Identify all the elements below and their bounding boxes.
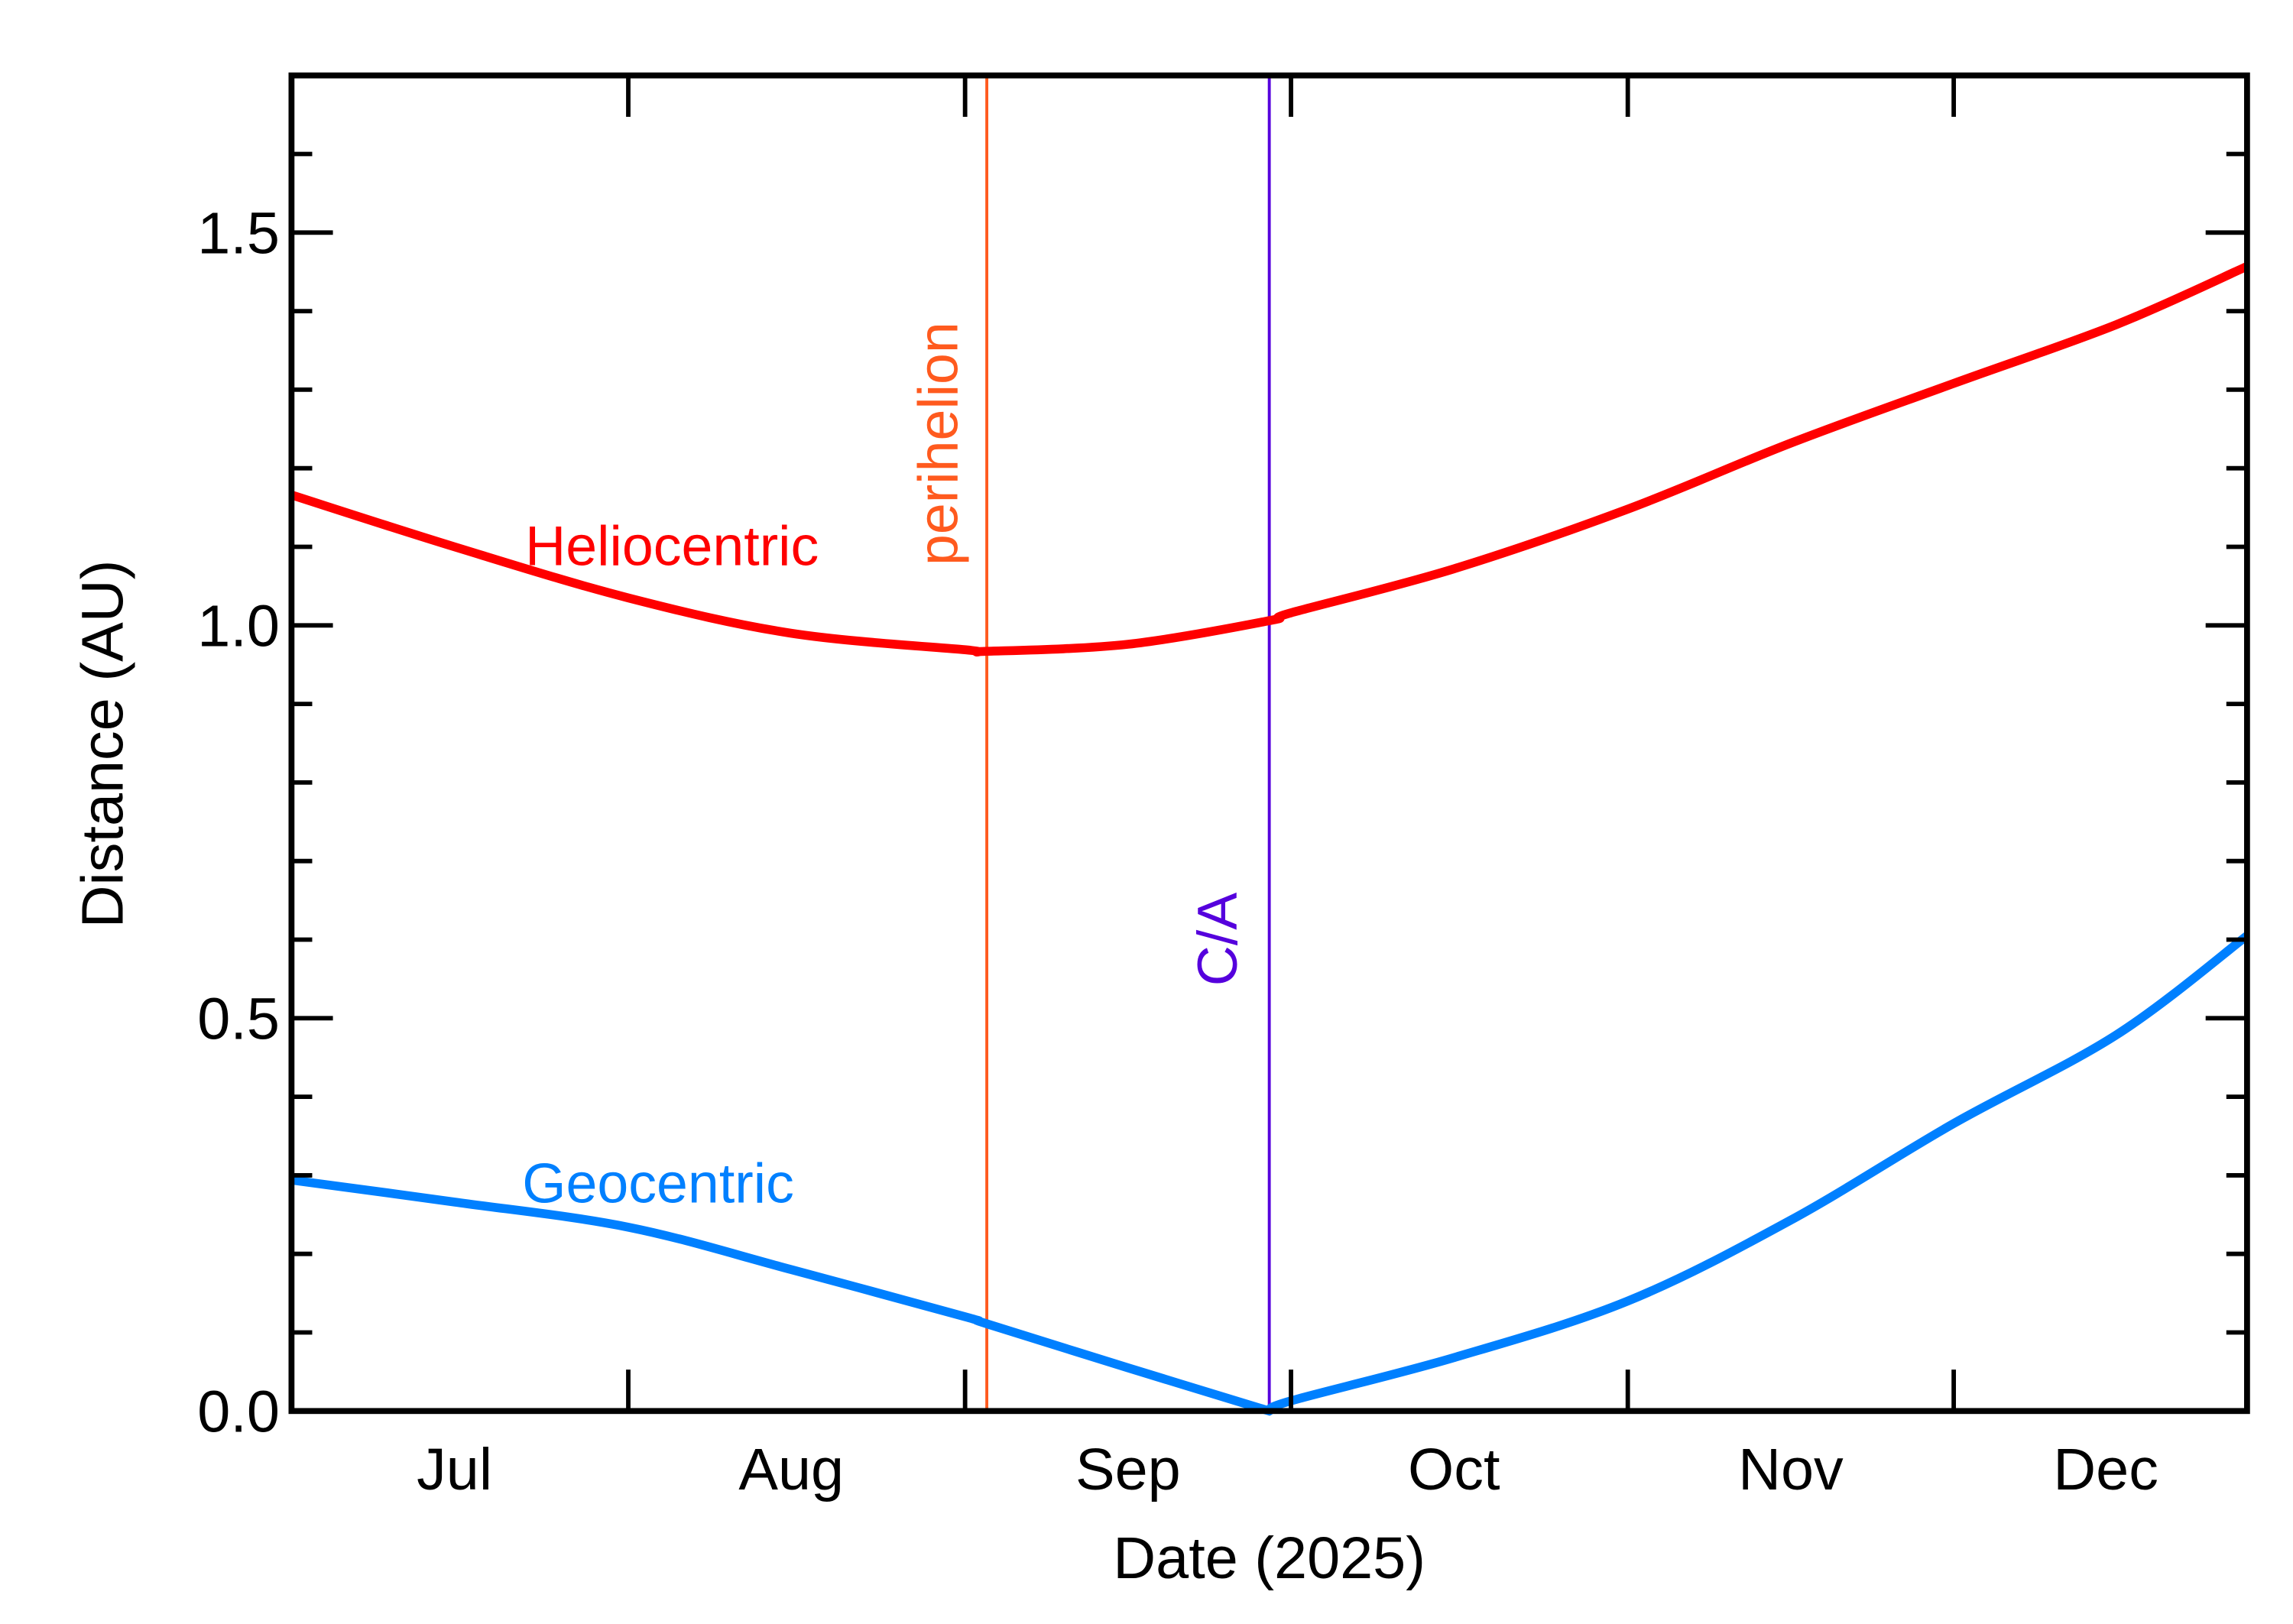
plot-marks: perihelion C/A Heliocentric Geocentric 0.0 0.… bbox=[197, 72, 2250, 1502]
legend-geocentric: Geocentric bbox=[522, 1151, 794, 1214]
y-tick-label: 1.5 bbox=[197, 200, 280, 266]
x-tick-label: Sep bbox=[1075, 1437, 1181, 1502]
y-axis-label: Distance (AU) bbox=[70, 560, 136, 929]
legend-heliocentric: Heliocentric bbox=[525, 514, 819, 577]
perihelion-label: perihelion bbox=[906, 322, 969, 566]
x-axis-label: Date (2025) bbox=[1113, 1525, 1425, 1591]
x-tick-label: Dec bbox=[2053, 1437, 2158, 1502]
y-tick-label: 0.0 bbox=[197, 1379, 280, 1444]
x-tick-label: Nov bbox=[1738, 1437, 1844, 1502]
x-tick-label: Jul bbox=[417, 1437, 492, 1502]
plot-frame bbox=[288, 72, 2250, 1415]
series-line-heliocentric bbox=[290, 262, 2249, 656]
x-tick-label: Aug bbox=[738, 1437, 844, 1502]
x-tick-label: Oct bbox=[1408, 1437, 1500, 1502]
ca-label: C/A bbox=[1185, 893, 1249, 987]
y-tick-label: 1.0 bbox=[197, 593, 280, 659]
y-tick-label: 0.5 bbox=[197, 986, 280, 1052]
